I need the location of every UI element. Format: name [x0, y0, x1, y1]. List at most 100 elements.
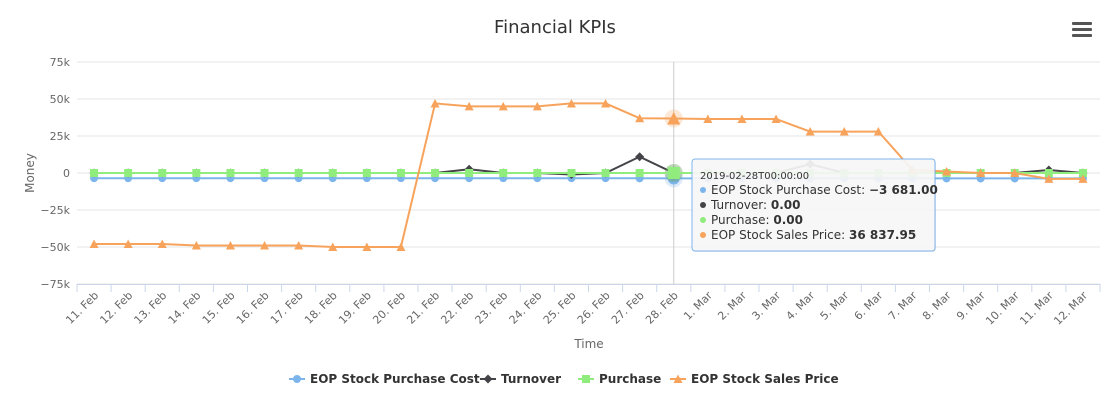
- data-point[interactable]: [635, 152, 645, 162]
- data-point[interactable]: [328, 169, 337, 177]
- x-tick-label: 11. Mar: [1017, 289, 1056, 328]
- data-point[interactable]: [1078, 174, 1088, 183]
- tooltip-bullet: [700, 202, 706, 208]
- data-point[interactable]: [158, 169, 167, 177]
- data-point[interactable]: [225, 241, 235, 250]
- data-point[interactable]: [89, 239, 99, 249]
- data-point[interactable]: [601, 169, 610, 177]
- tooltip-header: 2019-02-28T00:00:00: [700, 171, 809, 182]
- data-point[interactable]: [667, 167, 680, 179]
- data-point[interactable]: [498, 101, 508, 111]
- x-tick-label: 24. Feb: [507, 289, 545, 327]
- x-tick-label: 20. Feb: [370, 289, 408, 327]
- data-point[interactable]: [499, 169, 508, 177]
- data-point[interactable]: [566, 98, 576, 108]
- y-tick-label: 50k: [50, 93, 71, 106]
- legend-item[interactable]: EOP Stock Sales Price: [670, 372, 839, 386]
- data-point[interactable]: [123, 239, 133, 249]
- data-point[interactable]: [635, 169, 644, 177]
- data-point[interactable]: [157, 239, 167, 249]
- data-point[interactable]: [464, 101, 474, 111]
- x-tick-label: 3. Mar: [749, 289, 783, 323]
- x-tick-label: 10. Mar: [983, 289, 1022, 328]
- x-tick-label: 17. Feb: [268, 289, 306, 327]
- data-point[interactable]: [1044, 169, 1053, 177]
- data-point[interactable]: [226, 169, 235, 177]
- data-point[interactable]: [635, 113, 645, 123]
- data-point[interactable]: [396, 169, 405, 177]
- series-eop-stock-sales-price: [89, 98, 1088, 252]
- legend-marker[interactable]: [293, 375, 301, 383]
- x-tick-label: 15. Feb: [200, 289, 238, 327]
- data-point[interactable]: [191, 241, 201, 250]
- tooltip-row: EOP Stock Sales Price: 36 837.95: [711, 228, 916, 242]
- data-point[interactable]: [873, 127, 883, 136]
- data-point[interactable]: [294, 241, 304, 250]
- x-tick-label: 1. Mar: [681, 289, 715, 323]
- x-tick-label: 2. Mar: [715, 289, 749, 323]
- data-point[interactable]: [294, 169, 303, 177]
- data-point[interactable]: [431, 169, 440, 177]
- data-point[interactable]: [260, 241, 270, 250]
- tooltip-row-label: Turnover:: [710, 198, 771, 212]
- legend-item[interactable]: EOP Stock Purchase Cost: [289, 372, 480, 386]
- legend-marker[interactable]: [673, 374, 683, 384]
- legend-label: EOP Stock Sales Price: [691, 372, 839, 386]
- data-point[interactable]: [839, 127, 849, 136]
- x-axis-title: Time: [573, 337, 603, 351]
- data-point[interactable]: [1010, 168, 1020, 178]
- data-point[interactable]: [737, 114, 747, 123]
- x-tick-label: 27. Feb: [609, 289, 647, 327]
- data-point[interactable]: [1044, 174, 1054, 183]
- tooltip-row-label: Purchase:: [711, 213, 773, 227]
- tooltip-row: EOP Stock Purchase Cost: −3 681.00: [711, 183, 938, 197]
- data-point[interactable]: [362, 242, 372, 252]
- legend-label: EOP Stock Purchase Cost: [310, 372, 480, 386]
- legend-marker[interactable]: [582, 375, 590, 383]
- data-point[interactable]: [942, 167, 952, 176]
- data-point[interactable]: [362, 169, 371, 177]
- x-tick-label: 4. Mar: [784, 289, 818, 323]
- x-tick-label: 19. Feb: [336, 289, 374, 327]
- data-point[interactable]: [601, 98, 611, 108]
- tooltip-row-value: 36 837.95: [849, 228, 916, 242]
- y-axis-title: Money: [23, 153, 37, 193]
- x-tick-label: 5. Mar: [818, 289, 852, 323]
- data-point[interactable]: [805, 127, 815, 136]
- menu-bar-icon: [1072, 22, 1092, 25]
- legend-item[interactable]: Turnover: [480, 372, 561, 386]
- data-point[interactable]: [192, 169, 201, 177]
- data-point[interactable]: [1078, 169, 1087, 177]
- data-point[interactable]: [396, 242, 406, 252]
- x-tick-label: 14. Feb: [166, 289, 204, 327]
- data-point[interactable]: [771, 114, 781, 123]
- data-point[interactable]: [430, 98, 440, 108]
- data-point[interactable]: [90, 169, 99, 177]
- data-point[interactable]: [703, 114, 713, 123]
- x-tick-label: 6. Mar: [852, 289, 886, 323]
- data-point[interactable]: [465, 169, 474, 177]
- tooltip-bullet: [700, 187, 706, 193]
- data-point[interactable]: [260, 169, 269, 177]
- menu-bar-icon: [1072, 34, 1092, 37]
- x-tick-label: 25. Feb: [541, 289, 579, 327]
- data-point[interactable]: [328, 242, 338, 252]
- chart-menu-button[interactable]: [1072, 22, 1092, 38]
- tooltip-row: Turnover: 0.00: [710, 198, 800, 212]
- data-point[interactable]: [532, 101, 542, 111]
- tooltip-bullet: [700, 217, 706, 223]
- data-point[interactable]: [567, 169, 576, 177]
- data-point[interactable]: [667, 111, 681, 125]
- data-point[interactable]: [124, 169, 133, 177]
- tooltip-box: [691, 158, 936, 252]
- tooltip-row-value: −3 681.00: [869, 183, 938, 197]
- x-tick-label: 12. Mar: [1051, 289, 1090, 328]
- data-point[interactable]: [976, 168, 986, 178]
- tooltip-row-value: 0.00: [771, 198, 801, 212]
- legend-item[interactable]: Purchase: [578, 372, 661, 386]
- y-tick-label: 25k: [50, 130, 71, 143]
- legend-marker[interactable]: [483, 374, 493, 384]
- data-point[interactable]: [533, 169, 542, 177]
